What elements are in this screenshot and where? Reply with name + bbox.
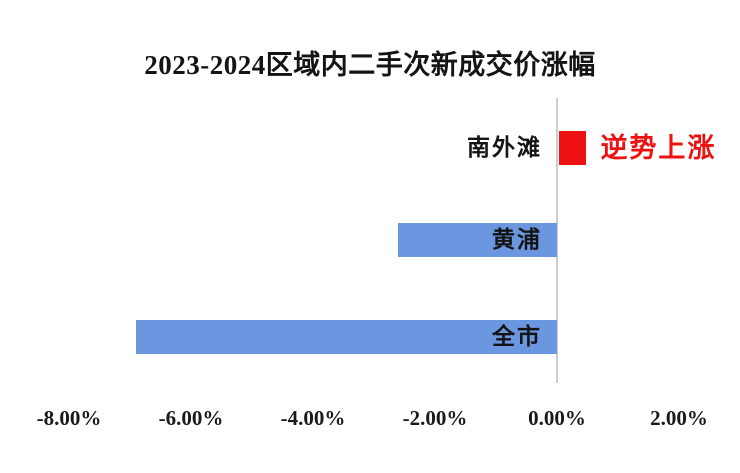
zero-axis-line xyxy=(556,98,558,383)
x-tick-label-3: -4.00% xyxy=(280,406,346,430)
bar-1 xyxy=(559,131,587,165)
bar-2 xyxy=(398,223,557,257)
x-tick-label-5: 0.00% xyxy=(528,406,586,430)
category-label-1: 南外滩 xyxy=(467,135,542,160)
bar-3 xyxy=(136,320,557,354)
x-tick-label-6: 2.00% xyxy=(650,406,708,430)
x-tick-label-1: -8.00% xyxy=(36,406,102,430)
chart-title: 2023-2024区域内二手次新成交价涨幅 xyxy=(144,50,596,80)
category-label-3: 全市 xyxy=(492,324,542,349)
x-tick-label-4: -2.00% xyxy=(402,406,468,430)
annotation-text: 逆势上涨 xyxy=(600,133,717,163)
x-tick-label-2: -6.00% xyxy=(158,406,224,430)
category-label-2: 黄浦 xyxy=(492,227,542,252)
